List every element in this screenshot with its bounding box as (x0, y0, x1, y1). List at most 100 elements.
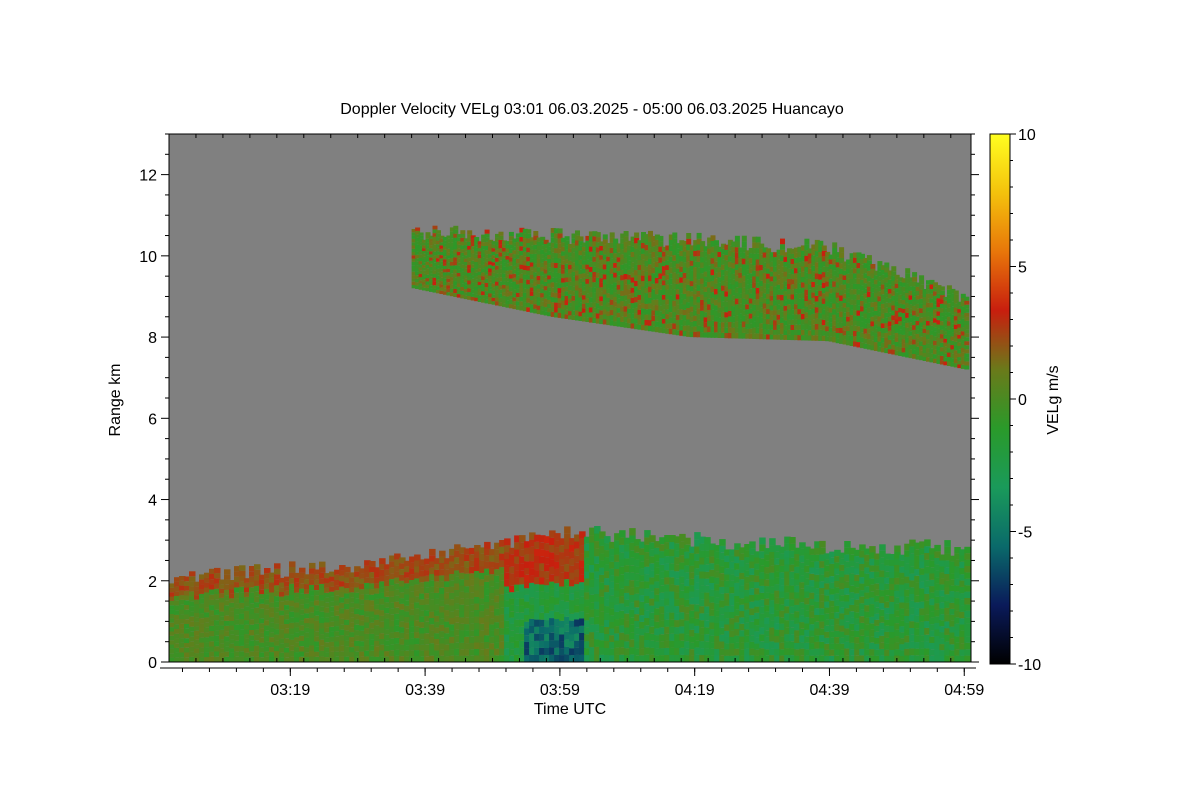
velocity-cell (479, 553, 486, 561)
velocity-cell (915, 342, 921, 347)
velocity-cell (229, 589, 236, 594)
velocity-cell (442, 272, 448, 276)
velocity-cell (679, 612, 686, 620)
velocity-cell (721, 243, 726, 249)
velocity-cell (424, 650, 431, 657)
velocity-cell (269, 622, 276, 628)
velocity-cell (409, 585, 416, 592)
velocity-cell (773, 305, 779, 311)
velocity-cell (664, 654, 671, 662)
velocity-cell (634, 302, 640, 308)
velocity-cell (585, 240, 591, 246)
velocity-cell (279, 648, 286, 653)
velocity-cell (524, 588, 531, 595)
velocity-cell (807, 330, 813, 336)
velocity-cell (780, 255, 785, 261)
velocity-cell (943, 300, 949, 305)
velocity-cell (544, 613, 551, 621)
velocity-cell (887, 298, 893, 303)
velocity-cell (629, 528, 636, 536)
velocity-cell (661, 304, 667, 310)
velocity-cell (835, 297, 841, 303)
velocity-cell (866, 297, 872, 303)
velocity-cell (536, 254, 542, 259)
velocity-cell (264, 625, 271, 631)
velocity-cell (578, 259, 584, 265)
velocity-cell (744, 550, 751, 558)
velocity-cell (559, 607, 566, 614)
velocity-cell (703, 322, 709, 328)
velocity-cell (856, 262, 862, 269)
velocity-cell (498, 252, 504, 257)
velocity-cell (439, 649, 446, 656)
velocity-cell (894, 297, 900, 302)
velocity-cell (459, 591, 466, 599)
velocity-cell (609, 320, 615, 326)
velocity-cell (299, 567, 306, 573)
velocity-cell (727, 327, 733, 333)
velocity-cell (274, 645, 281, 652)
velocity-cell (319, 600, 326, 607)
velocity-cell (905, 293, 911, 298)
velocity-cell (505, 304, 511, 308)
velocity-cell (630, 298, 636, 304)
velocity-cell (710, 280, 716, 287)
velocity-cell (549, 640, 556, 648)
velocity-cell (439, 268, 445, 272)
velocity-cell (249, 624, 256, 630)
velocity-cell (199, 632, 206, 638)
velocity-cell (467, 280, 473, 285)
velocity-cell (659, 565, 666, 572)
velocity-cell (745, 289, 751, 295)
velocity-cell (379, 633, 386, 639)
velocity-cell (599, 567, 606, 575)
velocity-cell (811, 330, 817, 336)
velocity-cell (467, 292, 473, 296)
velocity-cell (384, 640, 391, 646)
velocity-cell (379, 604, 386, 611)
velocity-cell (349, 637, 356, 643)
velocity-cell (602, 289, 608, 295)
velocity-cell (624, 565, 631, 573)
velocity-cell (933, 309, 938, 314)
velocity-cell (463, 282, 469, 286)
velocity-cell (700, 262, 706, 268)
velocity-cell (800, 266, 806, 272)
velocity-cell (710, 241, 716, 247)
velocity-cell (219, 643, 226, 649)
velocity-cell (369, 622, 376, 629)
velocity-cell (411, 232, 417, 236)
velocity-cell (584, 620, 591, 628)
velocity-cell (524, 641, 531, 649)
velocity-cell (595, 298, 601, 304)
velocity-cell (519, 232, 525, 237)
velocity-cell (905, 307, 911, 313)
velocity-cell (686, 313, 692, 320)
velocity-cell (908, 286, 914, 291)
velocity-cell (929, 279, 935, 285)
velocity-cell (704, 551, 711, 558)
velocity-cell (585, 288, 591, 294)
velocity-cell (514, 542, 521, 550)
velocity-cell (504, 627, 511, 635)
velocity-cell (314, 579, 321, 585)
velocity-cell (470, 260, 476, 265)
velocity-cell (627, 269, 633, 275)
velocity-cell (289, 628, 296, 635)
velocity-cell (835, 267, 841, 273)
velocity-cell (169, 587, 176, 593)
velocity-cell (759, 312, 765, 318)
velocity-cell (309, 656, 316, 662)
velocity-cell (569, 606, 576, 614)
velocity-cell (884, 267, 890, 273)
velocity-cell (536, 258, 542, 263)
velocity-cell (469, 554, 476, 561)
velocity-cell (649, 640, 656, 648)
velocity-cell (863, 283, 869, 289)
velocity-cell (424, 564, 431, 571)
velocity-cell (811, 281, 817, 288)
velocity-cell (620, 233, 626, 239)
velocity-cell (429, 611, 436, 618)
velocity-cell (446, 268, 452, 273)
velocity-cell (870, 311, 876, 317)
